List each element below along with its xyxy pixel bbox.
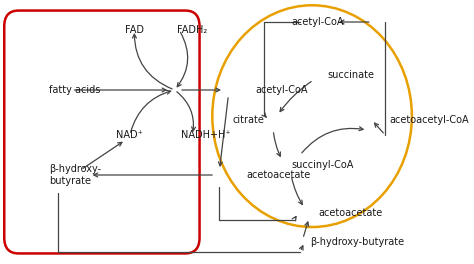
- Text: NAD⁺: NAD⁺: [117, 130, 143, 140]
- Text: succinyl-CoA: succinyl-CoA: [291, 160, 354, 170]
- Text: acetoacetate: acetoacetate: [318, 208, 382, 218]
- Text: acetyl-CoA: acetyl-CoA: [292, 17, 344, 27]
- Text: FAD: FAD: [125, 25, 144, 35]
- Text: FADH₂: FADH₂: [177, 25, 208, 35]
- Text: NADH+H⁺: NADH+H⁺: [181, 130, 231, 140]
- Text: fatty acids: fatty acids: [49, 85, 100, 95]
- Text: citrate: citrate: [232, 115, 264, 125]
- Text: succinate: succinate: [327, 70, 374, 80]
- Text: acetoacetate: acetoacetate: [246, 170, 310, 180]
- Text: acetyl-CoA: acetyl-CoA: [255, 85, 308, 95]
- Text: β-hydroxy-butyrate: β-hydroxy-butyrate: [310, 237, 404, 247]
- Text: acetoacetyl-CoA: acetoacetyl-CoA: [390, 115, 469, 125]
- Text: β-hydroxy-
butyrate: β-hydroxy- butyrate: [49, 164, 101, 186]
